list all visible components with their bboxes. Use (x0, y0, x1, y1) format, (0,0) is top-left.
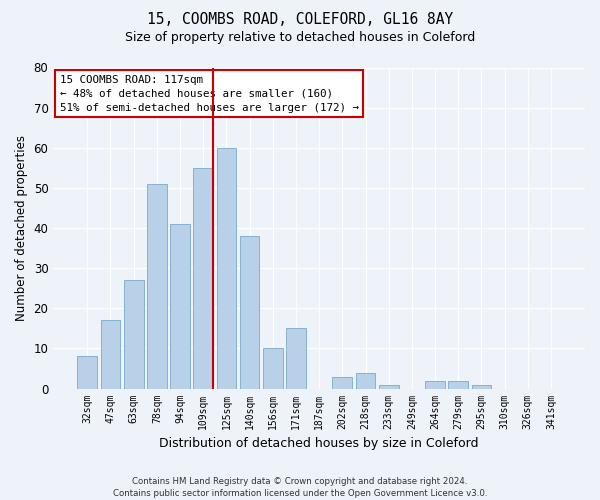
Bar (170, 224, 190, 388)
Text: Size of property relative to detached houses in Coleford: Size of property relative to detached ho… (125, 31, 475, 44)
Bar (263, 348, 283, 389)
Bar (193, 168, 213, 388)
Bar (240, 236, 259, 388)
Bar (425, 380, 445, 388)
Bar (124, 280, 143, 388)
Bar (448, 380, 468, 388)
X-axis label: Distribution of detached houses by size in Coleford: Distribution of detached houses by size … (160, 437, 479, 450)
Text: Contains HM Land Registry data © Crown copyright and database right 2024.
Contai: Contains HM Land Registry data © Crown c… (113, 476, 487, 498)
Text: 15 COOMBS ROAD: 117sqm
← 48% of detached houses are smaller (160)
51% of semi-de: 15 COOMBS ROAD: 117sqm ← 48% of detached… (59, 74, 359, 112)
Bar (286, 328, 306, 388)
Bar (356, 372, 376, 388)
Text: 15, COOMBS ROAD, COLEFORD, GL16 8AY: 15, COOMBS ROAD, COLEFORD, GL16 8AY (147, 12, 453, 28)
Bar (472, 384, 491, 388)
Bar (332, 376, 352, 388)
Y-axis label: Number of detached properties: Number of detached properties (15, 135, 28, 321)
Bar (379, 384, 398, 388)
Bar (217, 148, 236, 388)
Bar (147, 184, 167, 388)
Bar (77, 356, 97, 388)
Bar (101, 320, 121, 388)
